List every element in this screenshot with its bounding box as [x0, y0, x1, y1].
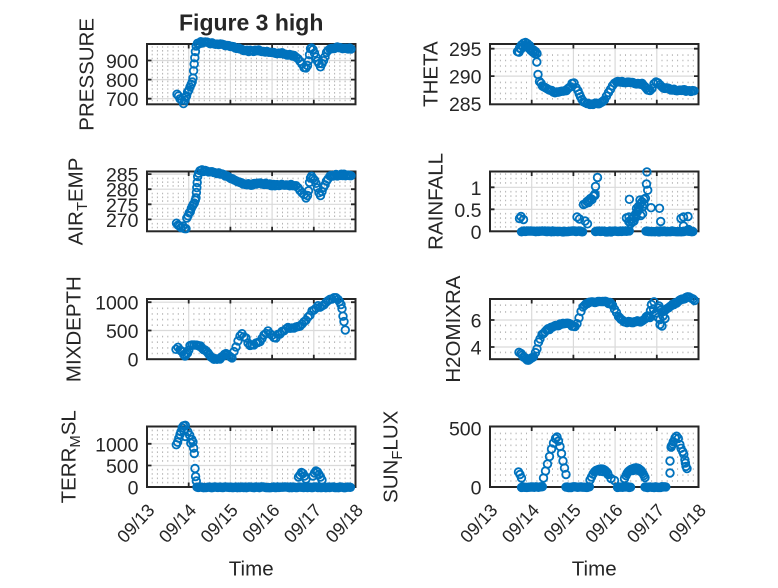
- svg-text:0: 0: [128, 349, 139, 371]
- svg-text:285: 285: [106, 165, 139, 187]
- svg-text:Time: Time: [572, 558, 617, 581]
- svg-text:1000: 1000: [95, 434, 139, 456]
- svg-text:Figure 3 high: Figure 3 high: [179, 10, 323, 36]
- svg-text:Time: Time: [229, 558, 274, 581]
- svg-text:900: 900: [106, 51, 139, 73]
- svg-text:THETA: THETA: [420, 41, 443, 107]
- svg-text:270: 270: [106, 210, 139, 232]
- svg-text:AIRT​EMP: AIRT​EMP: [65, 158, 92, 246]
- svg-text:RAINFALL: RAINFALL: [425, 153, 448, 250]
- svg-text:6: 6: [471, 311, 482, 333]
- svg-text:500: 500: [106, 321, 139, 343]
- svg-text:295: 295: [449, 39, 482, 61]
- svg-text:4: 4: [471, 338, 482, 360]
- svg-text:700: 700: [106, 89, 139, 111]
- svg-text:1: 1: [471, 178, 482, 200]
- svg-text:H2OMIXRA: H2OMIXRA: [442, 275, 465, 382]
- svg-text:0.5: 0.5: [454, 200, 481, 222]
- svg-text:1000: 1000: [95, 293, 139, 315]
- svg-text:285: 285: [449, 94, 482, 116]
- svg-text:500: 500: [106, 456, 139, 478]
- svg-text:0: 0: [471, 478, 482, 500]
- svg-text:0: 0: [471, 222, 482, 244]
- svg-text:275: 275: [106, 195, 139, 217]
- svg-text:280: 280: [106, 180, 139, 202]
- svg-text:290: 290: [449, 67, 482, 89]
- svg-text:0: 0: [128, 478, 139, 500]
- svg-text:800: 800: [106, 70, 139, 92]
- svg-text:TERRM​SL: TERRM​SL: [58, 410, 85, 503]
- svg-text:SUNF​LUX: SUNF​LUX: [380, 410, 407, 503]
- svg-text:500: 500: [449, 418, 482, 440]
- svg-text:PRESSURE: PRESSURE: [76, 18, 99, 131]
- svg-text:MIXDEPTH: MIXDEPTH: [63, 276, 86, 382]
